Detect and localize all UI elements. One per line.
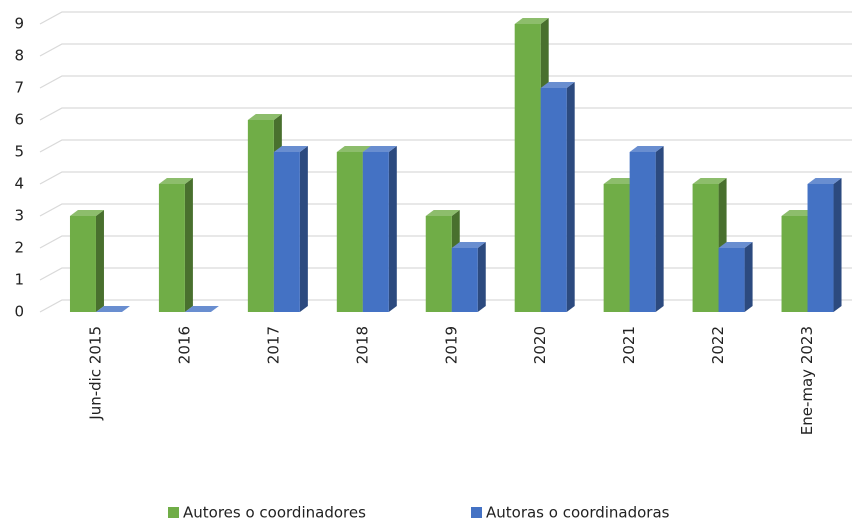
bar-group [451,242,486,312]
bar [247,120,274,312]
x-tick-label: 2022 [709,326,727,364]
bar-top [807,178,842,184]
y-tick-label: 3 [14,207,24,225]
bar-top [718,242,753,248]
legend-swatch [168,507,179,518]
y-tick-label: 9 [14,15,24,33]
grid-line [39,235,852,249]
grid-line [39,11,852,25]
x-tick-label: Jun-dic 2015 [86,326,104,421]
bar-top [603,178,638,184]
x-tick-label: 2019 [442,326,460,364]
bar-group [184,306,219,312]
bar [273,152,300,312]
bar-top [336,146,371,152]
bar-top [629,146,664,152]
bar [540,88,567,312]
bar-group [69,210,104,312]
bar-group [807,178,842,312]
legend-label: Autoras o coordinadoras [486,504,670,522]
bar-side [833,178,842,312]
y-tick-label: 7 [14,79,24,97]
bar [451,248,478,312]
bar-side [95,210,104,312]
bar-top [781,210,816,216]
bar [718,248,745,312]
bar [692,184,719,312]
bar-group [158,178,193,312]
grid-line [39,267,852,281]
grid-line [39,75,852,89]
bar [69,216,96,312]
x-tick-label: 2016 [175,326,193,364]
grid-line [39,107,852,121]
x-tick-label: 2020 [531,326,549,364]
bar-group [629,146,664,312]
x-tick-label: Ene-may 2023 [798,326,816,435]
bar-top [184,306,219,312]
y-tick-label: 6 [14,111,24,129]
legend-swatch [471,507,482,518]
grid-line [39,299,852,313]
bar-group [540,82,575,312]
bar-top [247,114,282,120]
bar [781,216,808,312]
bar-group [273,146,308,312]
x-tick-label: 2017 [264,326,282,364]
bar-top [425,210,460,216]
bar-side [566,82,575,312]
bar-top [273,146,308,152]
bar-side [744,242,753,312]
grid-line [39,171,852,185]
bar-group [718,242,753,312]
legend-label: Autores o coordinadores [183,504,366,522]
bar-group [95,306,130,312]
bar-side [655,146,664,312]
bar [807,184,834,312]
bar-top [69,210,104,216]
bar-top [362,146,397,152]
grid-line [39,139,852,153]
y-tick-label: 5 [14,143,24,161]
bar [603,184,630,312]
bar-top [95,306,130,312]
bar [425,216,452,312]
y-tick-label: 1 [14,271,24,289]
bar-top [692,178,727,184]
y-tick-label: 2 [14,239,24,257]
bar-top [540,82,575,88]
bar [362,152,389,312]
bar-top [158,178,193,184]
y-tick-label: 8 [14,47,24,65]
x-tick-label: 2021 [620,326,638,364]
bar-group [362,146,397,312]
bar [158,184,185,312]
bar [629,152,656,312]
bar-top [514,18,549,24]
grid-line [39,43,852,57]
x-tick-label: 2018 [353,326,371,364]
y-tick-label: 0 [14,303,24,321]
bar-side [477,242,486,312]
bar-side [184,178,193,312]
y-tick-label: 4 [14,175,24,193]
grid-line [39,203,852,217]
bar [336,152,363,312]
bar-side [388,146,397,312]
bar-top [451,242,486,248]
bar-side [299,146,308,312]
bar [514,24,541,312]
